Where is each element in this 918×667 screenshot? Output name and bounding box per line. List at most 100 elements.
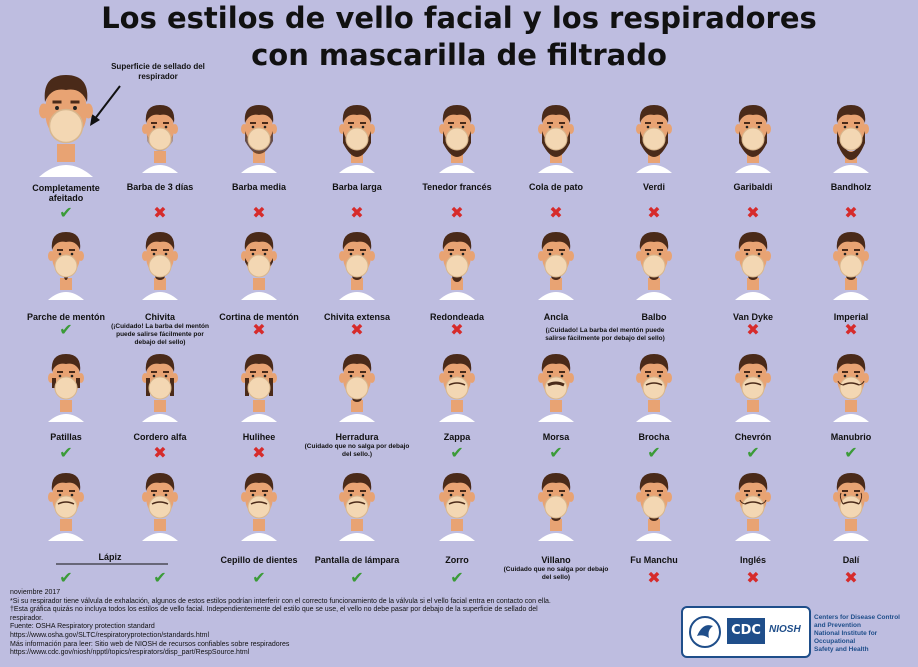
footer-line[interactable]: https://www.osha.gov/SLTC/respiratorypro…	[10, 631, 210, 639]
face-illustration	[48, 473, 84, 541]
cross-mark-icon: ✖	[647, 568, 661, 587]
style-label: Cordero alfa	[133, 432, 187, 442]
seal-surface-callout: Superficie de sellado del respirador	[111, 62, 205, 81]
check-mark-icon: ✔	[647, 443, 661, 462]
face-illustration	[48, 232, 84, 300]
check-mark-icon: ✔	[350, 568, 364, 587]
title-line-2: con mascarilla de filtrado	[251, 38, 667, 72]
footer-line: Más información para leer: Sitio web de …	[10, 640, 290, 648]
style-label: Verdi	[642, 182, 665, 192]
style-label: Pantalla de lámpara	[314, 555, 400, 565]
footer-line: *Si su respirador tiene válvula de exhal…	[10, 597, 551, 605]
org-line: Centers for Disease Control	[814, 614, 900, 621]
style-note: (Cuidado que no salga por debajo del sel…	[304, 443, 410, 458]
face-illustration	[538, 232, 574, 300]
cross-mark-icon: ✖	[252, 443, 266, 462]
check-mark-icon: ✔	[252, 568, 266, 587]
face-illustration	[735, 354, 771, 422]
callout-arrow-icon	[90, 85, 121, 126]
style-label: Patillas	[50, 432, 82, 442]
style-label: Herradura	[335, 432, 379, 442]
face-illustration	[241, 232, 277, 300]
face-illustration	[142, 105, 178, 173]
check-mark-icon: ✔	[153, 568, 167, 587]
face-illustration	[339, 105, 375, 173]
face-illustration	[636, 232, 672, 300]
cross-mark-icon: ✖	[153, 203, 167, 222]
face-illustration	[735, 473, 771, 541]
check-mark-icon: ✔	[450, 568, 464, 587]
cross-mark-icon: ✖	[647, 203, 661, 222]
face-illustration	[833, 105, 869, 173]
cross-mark-icon: ✖	[350, 203, 364, 222]
style-label: Hulihee	[242, 432, 276, 442]
check-mark-icon: ✔	[746, 443, 760, 462]
style-label: Morsa	[542, 432, 570, 442]
style-label: Completamente afeitado	[32, 183, 100, 203]
style-label: Cola de pato	[528, 182, 583, 192]
cross-mark-icon: ✖	[844, 568, 858, 587]
style-label: Barba larga	[332, 182, 382, 192]
face-illustration	[439, 354, 475, 422]
style-note: (¡Cuidado! La barba del mentón puede sal…	[111, 323, 209, 346]
face-illustration	[833, 473, 869, 541]
cross-mark-icon: ✖	[746, 320, 760, 339]
face-illustration	[241, 473, 277, 541]
style-label: Villano	[541, 555, 571, 565]
style-label: Redondeada	[429, 312, 484, 322]
ancla-balbo-note: (¡Cuidado! La barba del mentón puede sal…	[545, 327, 665, 342]
cross-mark-icon: ✖	[450, 203, 464, 222]
check-mark-icon: ✔	[549, 443, 563, 462]
face-illustration	[636, 473, 672, 541]
style-label: Barba de 3 días	[126, 182, 194, 192]
face-illustration	[439, 105, 475, 173]
cdc-org-names: Centers for Disease Control and Preventio…	[814, 614, 918, 654]
face-illustration	[538, 473, 574, 541]
footer-line: Fuente: OSHA Respiratory protection stan…	[10, 623, 155, 631]
check-mark-icon: ✔	[59, 443, 73, 462]
style-label: Fu Manchu	[630, 555, 678, 565]
face-illustration	[538, 354, 574, 422]
face-illustration	[39, 75, 93, 177]
cross-mark-icon: ✖	[844, 320, 858, 339]
style-label: Zappa	[443, 432, 471, 442]
style-label: Cortina de mentón	[219, 312, 299, 322]
footer-notes: noviembre 2017 *Si su respirador tiene vá…	[10, 589, 660, 658]
face-illustration	[636, 354, 672, 422]
style-label: Dalí	[842, 555, 860, 565]
style-label: Inglés	[739, 555, 766, 565]
style-label: Chevrón	[734, 432, 772, 442]
cross-mark-icon: ✖	[746, 203, 760, 222]
org-line: and Prevention	[814, 622, 861, 629]
cross-mark-icon: ✖	[549, 203, 563, 222]
style-label: Manubrio	[830, 432, 872, 442]
face-illustration	[241, 354, 277, 422]
face-illustration	[833, 232, 869, 300]
style-label: Ancla	[543, 312, 569, 322]
cross-mark-icon: ✖	[252, 203, 266, 222]
style-label: Bandholz	[830, 182, 872, 192]
check-mark-icon: ✔	[59, 568, 73, 587]
style-label: Brocha	[638, 432, 670, 442]
face-illustration	[439, 473, 475, 541]
page-title: Los estilos de vello facial y los respir…	[0, 0, 918, 74]
lapiz-group-label: Lápiz	[98, 552, 122, 562]
check-mark-icon: ✔	[450, 443, 464, 462]
footer-line[interactable]: https://www.cdc.gov/niosh/npptl/topics/r…	[10, 649, 250, 657]
cdc-logo-text: CDC	[727, 618, 765, 644]
cross-mark-icon: ✖	[844, 203, 858, 222]
lapiz-group-bracket	[56, 563, 168, 565]
style-label: Chivita	[144, 312, 175, 322]
org-line: Safety and Health	[814, 646, 869, 653]
check-mark-icon: ✔	[59, 320, 73, 339]
face-illustration	[339, 473, 375, 541]
cdc-niosh-logo: CDC NIOSH	[681, 606, 811, 658]
style-label: Barba media	[231, 182, 287, 192]
style-label: Zorro	[445, 555, 469, 565]
style-label: Parche de mentón	[26, 312, 106, 322]
style-label: Tenedor francés	[422, 182, 492, 192]
face-illustration	[538, 105, 574, 173]
style-label: Cepillo de dientes	[220, 555, 298, 565]
cross-mark-icon: ✖	[153, 443, 167, 462]
footer-line: †Esta gráfica quizás no incluya todos lo…	[10, 606, 538, 614]
